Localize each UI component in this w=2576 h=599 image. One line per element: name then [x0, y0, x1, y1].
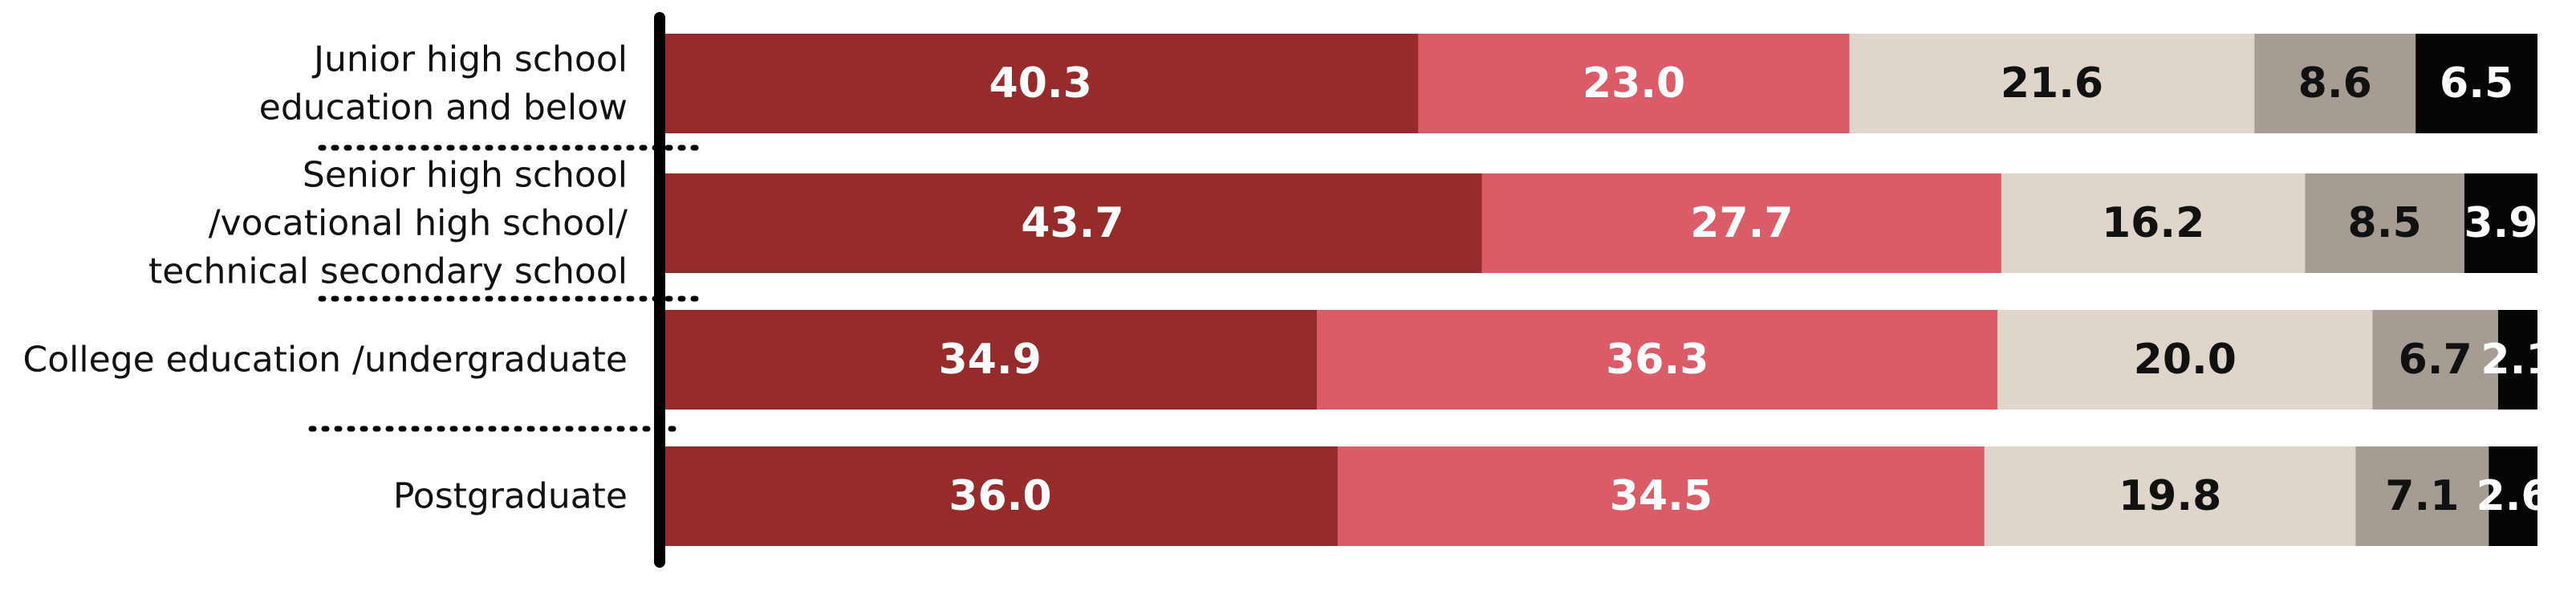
bar-segment	[2254, 34, 2416, 133]
value-labels: 40.3 23.0 21.6 8.6 6.5 43.7 27.7 16.2 8.5 3.9 34.9…	[938, 59, 2554, 520]
category-label: Junior high school	[311, 39, 628, 80]
bar-segment	[663, 310, 1318, 410]
value-label: 27.7	[1690, 199, 1793, 247]
bar-segment	[2372, 310, 2498, 410]
value-label: 23.0	[1583, 59, 1685, 108]
value-label: 7.1	[2385, 472, 2459, 520]
bar-segment	[2355, 446, 2489, 546]
bar-segment	[1997, 310, 2373, 410]
bar-segment	[663, 173, 1482, 273]
bar-segment	[2001, 173, 2306, 273]
value-label: 20.0	[2134, 336, 2237, 384]
value-label: 34.5	[1610, 472, 1713, 520]
value-label: 34.9	[938, 336, 1041, 384]
category-label: Postgraduate	[393, 476, 628, 517]
value-label: 21.6	[2001, 59, 2103, 108]
value-label: 8.6	[2298, 59, 2372, 108]
value-label: 36.3	[1606, 336, 1709, 384]
value-label: 43.7	[1021, 199, 1123, 247]
bar-segment	[2489, 446, 2537, 546]
bar-segment	[1984, 446, 2356, 546]
value-label: 40.3	[989, 59, 1092, 108]
bar-segment	[1481, 173, 2001, 273]
category-label: technical secondary school	[148, 251, 628, 292]
value-label: 19.8	[2119, 472, 2221, 520]
value-label: 8.5	[2348, 199, 2422, 247]
bar-segment	[1317, 310, 1998, 410]
value-label: 2.6	[2476, 472, 2550, 520]
value-label: 6.7	[2399, 336, 2472, 384]
category-labels: Junior high school education and below Sen…	[23, 39, 628, 517]
bar-segment	[2497, 310, 2537, 410]
value-label: 3.9	[2464, 199, 2537, 247]
bar-segment	[1849, 34, 2255, 133]
value-label: 6.5	[2440, 59, 2513, 108]
bar-segment	[2416, 34, 2537, 133]
value-label: 36.0	[949, 472, 1051, 520]
value-label: 16.2	[2102, 199, 2204, 247]
value-label: 2.1	[2481, 336, 2554, 384]
bar-segment	[663, 446, 1338, 546]
bar-segments	[663, 34, 2537, 546]
category-label: Senior high school	[303, 155, 628, 196]
bar-segment	[1418, 34, 1850, 133]
bar-segment	[2305, 173, 2464, 273]
bar-segment	[2464, 173, 2537, 273]
category-separators	[308, 145, 701, 432]
category-label: /vocational high school/	[209, 203, 628, 244]
category-label: education and below	[259, 88, 628, 128]
bar-segment	[663, 34, 1419, 133]
category-label: College education /undergraduate	[23, 340, 628, 381]
bar-segment	[1337, 446, 1985, 546]
